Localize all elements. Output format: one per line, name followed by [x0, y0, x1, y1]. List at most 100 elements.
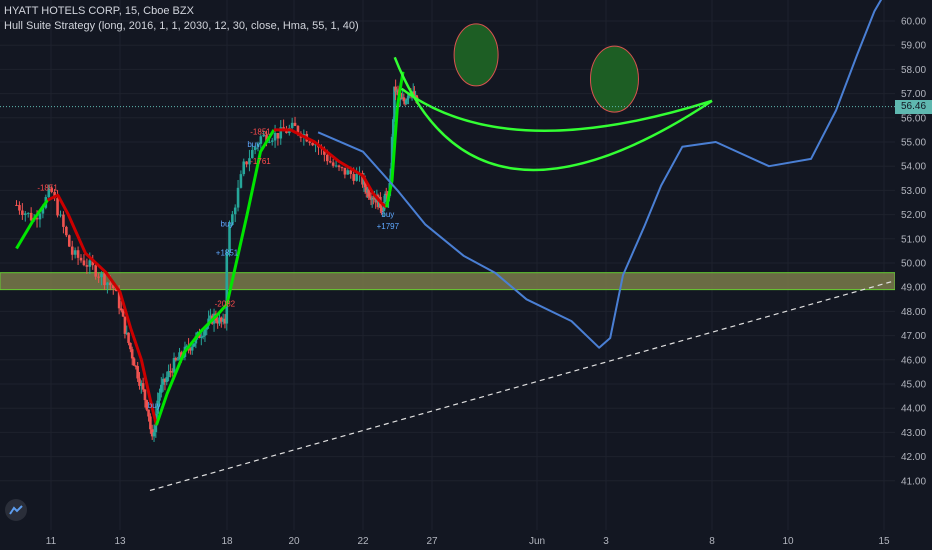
smiley-left-eye	[453, 23, 499, 87]
price-tick-label: 54.00	[901, 162, 926, 173]
price-tick-label: 41.00	[901, 476, 926, 487]
signal-label: buy	[221, 220, 234, 229]
candle-body	[56, 198, 59, 216]
candle-body	[276, 132, 280, 139]
ascending-trendline	[149, 269, 932, 492]
candle-body	[62, 214, 65, 227]
candle-body	[203, 329, 207, 336]
candle-body	[70, 246, 74, 255]
candle-body	[94, 265, 97, 277]
tradingview-logo-icon[interactable]	[5, 499, 27, 521]
candle-body	[268, 141, 271, 143]
smiley-inner-mouth	[400, 87, 713, 132]
trade-signal-labels: -1851 buy -2082 buy +1851 -1851 buy -1761 buy +17…	[37, 128, 399, 410]
price-tick-label: 52.00	[901, 210, 926, 221]
projection-path	[317, 0, 883, 349]
indicator-label: Hull Suite Strategy (long, 2016, 1, 1, 2…	[4, 20, 359, 32]
candle-body	[393, 86, 396, 120]
candle-body	[147, 409, 150, 417]
candle-body	[340, 167, 344, 169]
candle-body	[111, 285, 115, 289]
candle-body	[404, 100, 408, 104]
candle-body	[407, 93, 410, 99]
candle-body	[170, 371, 174, 373]
candle-body	[399, 97, 402, 101]
candle-body	[100, 273, 103, 278]
price-tick-label: 53.00	[901, 186, 926, 197]
price-tick-label: 49.00	[901, 283, 926, 294]
price-axis[interactable]: 41.00 42.00 43.00 44.00 45.00 46.00 47.00 48.00…	[895, 0, 932, 550]
candle-body	[323, 148, 326, 155]
last-price-tag: 56.46	[895, 99, 932, 114]
candle-body	[314, 144, 317, 146]
candle-body	[200, 336, 203, 339]
candle-body	[192, 343, 196, 347]
candle-body	[23, 213, 27, 215]
price-tick-label: 50.00	[901, 259, 926, 270]
candle-body	[343, 167, 347, 175]
candle-body	[367, 189, 370, 197]
candle-body	[279, 127, 283, 139]
candle-body	[143, 389, 147, 401]
candle-body	[180, 352, 183, 358]
candle-body	[38, 213, 42, 220]
price-tick-label: 55.00	[901, 138, 926, 149]
candle-body	[245, 161, 248, 165]
candle-body	[413, 91, 416, 98]
price-tick-label: 58.00	[901, 65, 926, 76]
candle-body	[156, 400, 159, 414]
candle-body	[328, 161, 332, 163]
price-tick-label: 46.00	[901, 355, 926, 366]
hull-moving-average	[15, 71, 405, 426]
candle-body	[368, 196, 372, 198]
candle-body	[270, 140, 274, 142]
candle-body	[296, 126, 300, 134]
candle-body	[117, 291, 121, 309]
candle-body	[125, 332, 129, 334]
time-tick-label: 22	[357, 536, 369, 547]
candle-body	[190, 346, 194, 351]
candle-body	[239, 174, 243, 188]
candle-body	[259, 136, 263, 144]
candle-body	[35, 218, 39, 220]
candle-body	[273, 132, 277, 141]
smiley-right-eye	[589, 45, 639, 113]
candle-body	[178, 352, 181, 360]
price-tick-label: 47.00	[901, 331, 926, 342]
candle-body	[150, 429, 154, 437]
candle-body	[97, 276, 100, 278]
time-axis[interactable]: 11 13 18 20 22 27 Jun 3 8 10 15	[0, 530, 932, 550]
time-axis-bg	[0, 530, 932, 550]
candle-body	[53, 191, 56, 199]
candle-body	[394, 86, 397, 92]
candle-body	[253, 146, 257, 151]
candle-body	[355, 173, 358, 181]
candle-body	[390, 136, 394, 169]
time-tick-label: 15	[878, 536, 890, 547]
price-tick-label: 43.00	[901, 428, 926, 439]
price-tick-label: 42.00	[901, 452, 926, 463]
price-tick-label: 45.00	[901, 380, 926, 391]
symbol-title: HYATT HOTELS CORP, 15, Cboe BZX	[4, 5, 194, 17]
candlestick-series	[15, 79, 420, 442]
candle-body	[331, 162, 335, 166]
hull-segment	[385, 71, 405, 208]
signal-label: +1851	[216, 249, 239, 258]
support-zone	[0, 272, 896, 291]
price-tick-label: 51.00	[901, 234, 926, 245]
candle-body	[123, 316, 127, 334]
candle-body	[119, 308, 123, 311]
signal-label: -2082	[215, 300, 236, 309]
candle-body	[380, 207, 383, 211]
candle-body	[21, 210, 24, 215]
candle-body	[65, 226, 68, 236]
candle-body	[18, 205, 21, 211]
smiley-drawing	[393, 23, 713, 172]
candle-body	[158, 392, 161, 401]
candle-body	[15, 204, 18, 206]
candle-body	[337, 165, 341, 168]
candle-body	[67, 235, 71, 247]
candle-body	[129, 342, 132, 350]
price-tick-label: 56.00	[901, 113, 926, 124]
